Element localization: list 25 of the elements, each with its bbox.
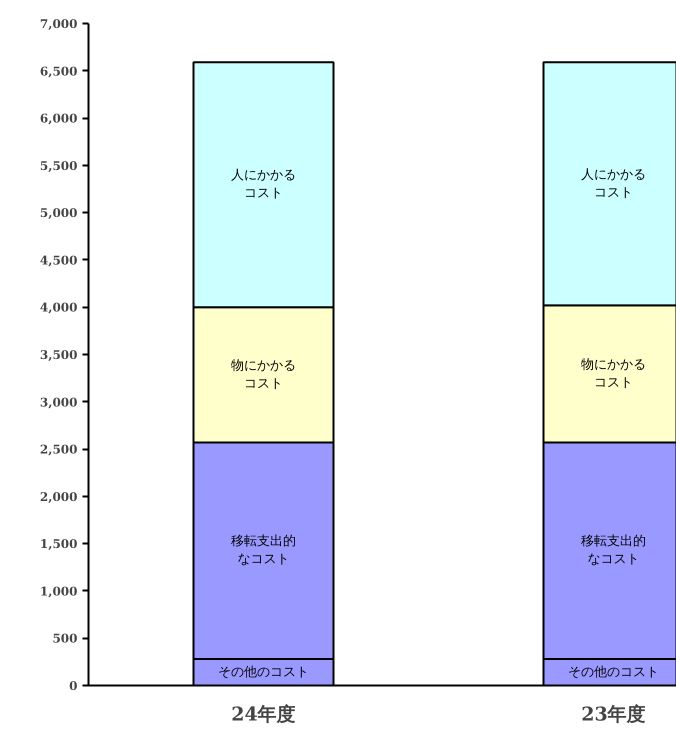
y-tick-label: 5,000 [40,206,78,220]
text: 物にかかるコスト [231,358,296,392]
series-label: 物にかかるコスト [581,357,646,390]
text: その他のコスト [568,664,659,680]
text: 移転支出的なコスト [231,534,296,568]
series-label: その他のコスト [218,664,309,680]
text: 人にかかるコスト [231,168,296,202]
y-tick-label: 1,000 [40,584,78,598]
y-tick-label: 4,000 [40,300,78,315]
y-tick-label: 6,000 [40,112,78,126]
y-tick-label: 2,500 [40,442,78,457]
y-tick-label: 0 [69,679,78,693]
y-tick-label: 500 [52,632,78,646]
y-tick-label: 4,500 [40,253,78,268]
y-tick-label: 7,000 [40,17,78,31]
y-tick-label: 5,500 [40,158,78,173]
y-tick-label: 6,500 [40,64,78,78]
series-label: 人にかかるコスト [581,167,646,200]
series-label: 移転支出的なコスト [581,534,646,568]
x-tick-label: 24年度 [231,704,296,726]
x-tick-label: 23年度 [581,704,646,726]
y-tick-label: 3,000 [40,395,78,410]
y-tick-label: 1,500 [40,537,78,552]
y-tick-label: 2,000 [40,490,78,504]
y-tick-label: 3,500 [40,348,78,362]
